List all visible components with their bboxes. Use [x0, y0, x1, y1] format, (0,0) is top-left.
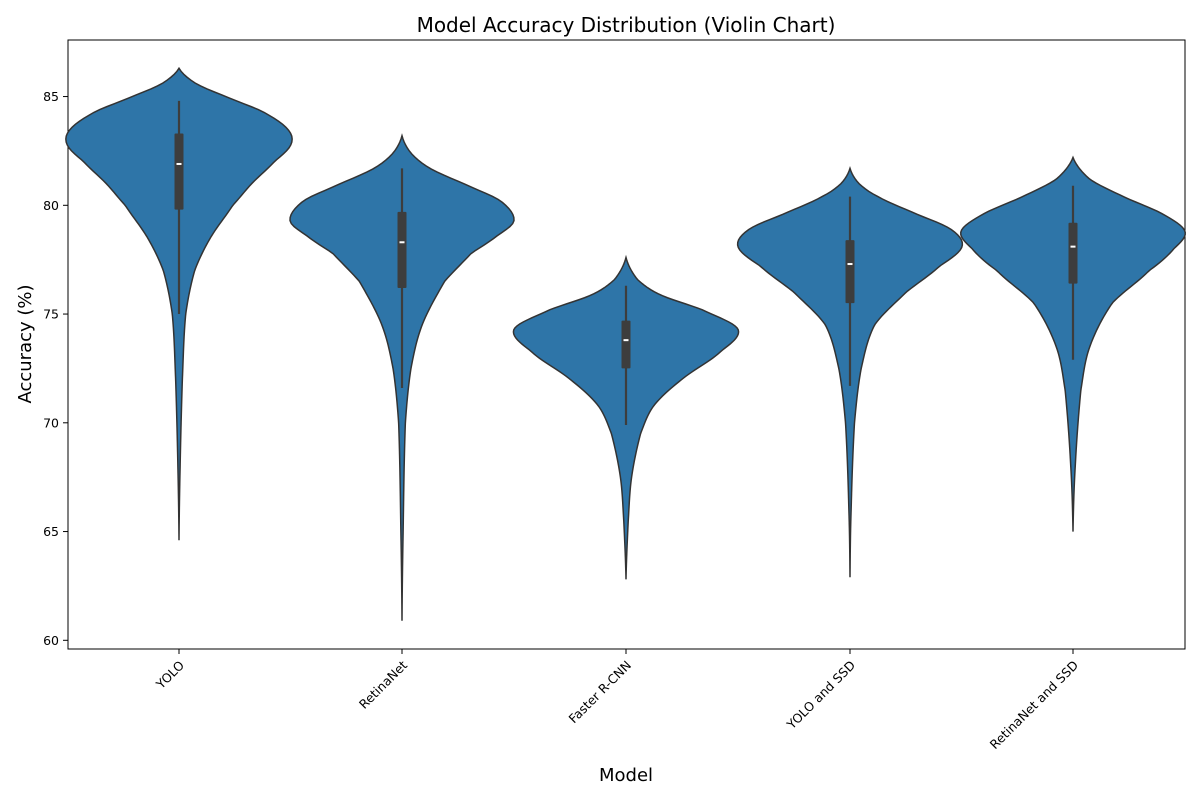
y-tick-label: 75 [43, 307, 59, 322]
violin-iqr-box [1068, 222, 1078, 284]
violin-iqr-box [174, 133, 184, 210]
violin-iqr-box [845, 240, 855, 304]
x-axis-label: Model [599, 765, 653, 786]
y-tick-label: 60 [43, 633, 59, 648]
x-tick-label: YOLO and SSD [783, 658, 858, 733]
y-tick-label: 85 [43, 89, 59, 104]
x-axis: YOLO RetinaNet Faster R-CNN YOLO and SSD Ret… [152, 649, 1081, 752]
violin-iqr-box [397, 211, 407, 288]
y-tick-label: 65 [43, 524, 59, 539]
y-tick-label: 80 [43, 198, 59, 213]
chart-title: Model Accuracy Distribution (Violin Char… [417, 13, 836, 37]
x-tick-label: RetinaNet [356, 657, 410, 711]
violin-group [65, 66, 1186, 621]
x-tick-label: RetinaNet and SSD [987, 658, 1082, 753]
violin-iqr-box [621, 320, 631, 369]
y-axis: 60 65 70 75 80 85 [43, 89, 68, 648]
x-tick-label: Faster R-CNN [565, 658, 634, 727]
y-axis-label: Accuracy (%) [15, 284, 36, 403]
x-tick-label: YOLO [152, 657, 187, 692]
y-tick-label: 70 [43, 415, 59, 430]
